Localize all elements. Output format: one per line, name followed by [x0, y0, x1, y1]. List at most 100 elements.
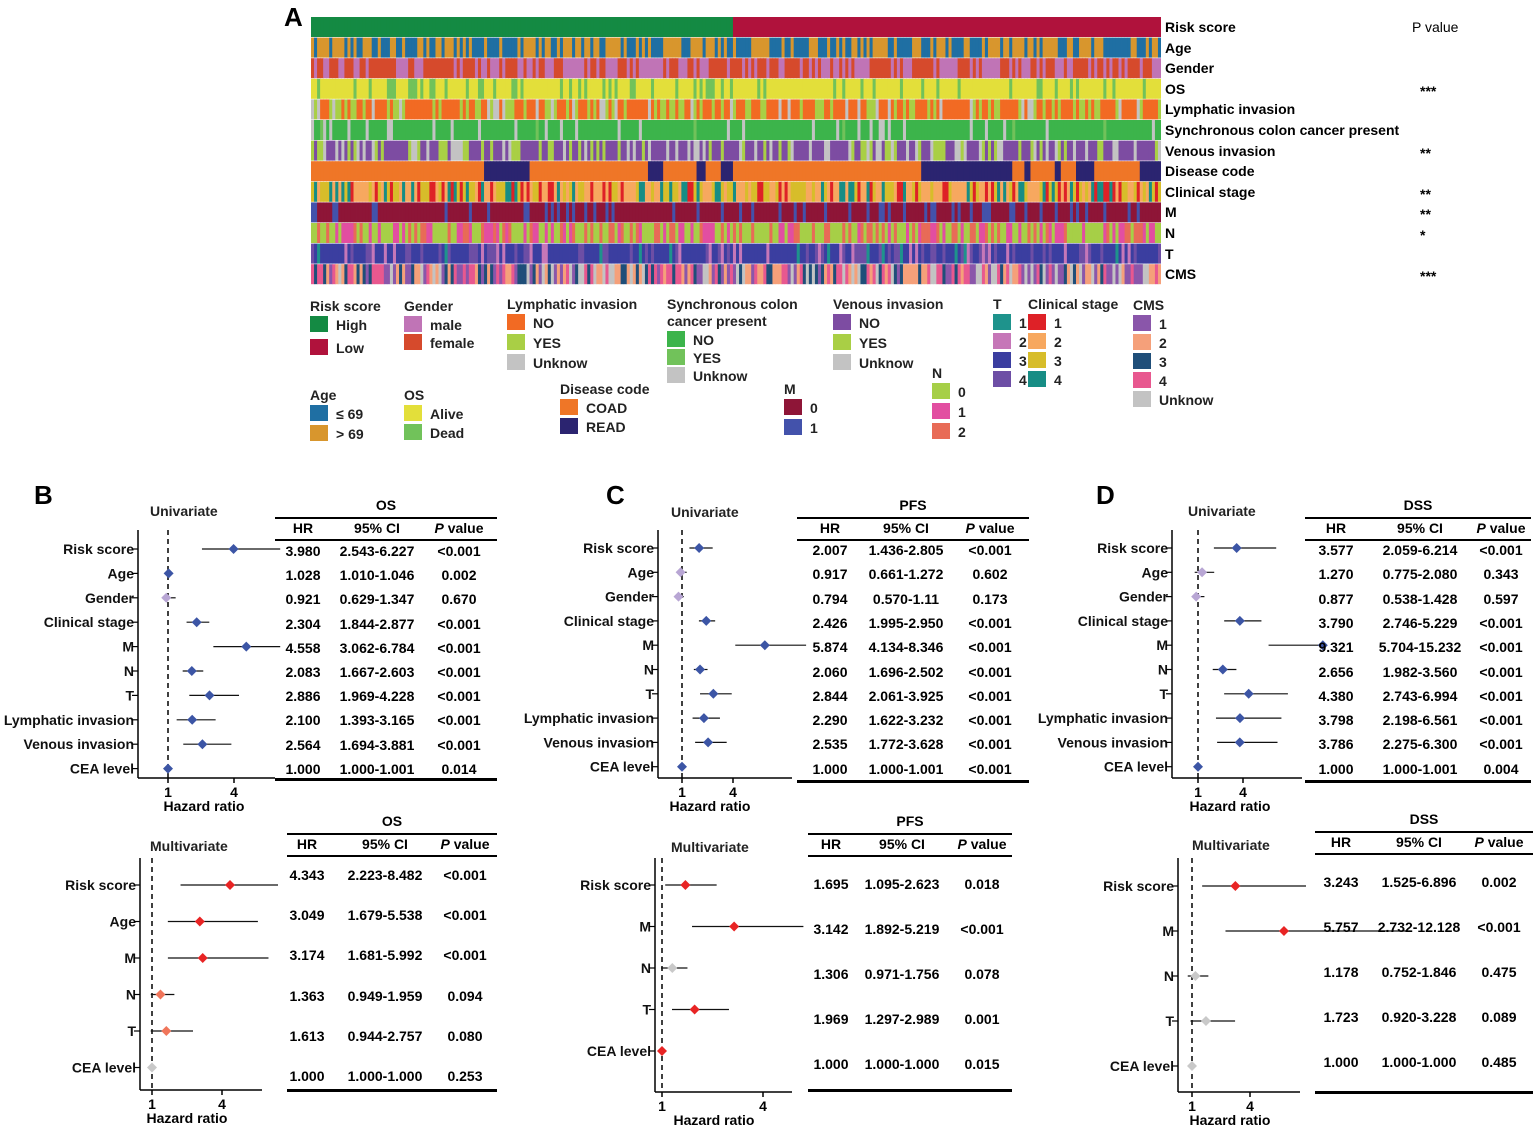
hr-point — [675, 567, 686, 578]
row-label: T — [127, 1023, 136, 1039]
row-label: M — [642, 637, 654, 653]
legend-swatch — [833, 354, 851, 370]
table-rule — [808, 855, 1012, 857]
legend-label: Unknow — [533, 355, 588, 371]
table-cell-ci: 1.393-3.165 — [339, 712, 415, 729]
table-cell-ci: 4.134-8.346 — [868, 639, 944, 656]
legend-swatch — [310, 425, 328, 441]
table-cell-hr: 2.100 — [285, 712, 321, 729]
row-label: N — [644, 662, 654, 678]
table-cell-ci: 1.000-1.000 — [1381, 1054, 1457, 1070]
legend-label: Unknow — [859, 355, 914, 371]
table-cell-p: <0.001 — [1479, 736, 1523, 753]
table-cell-ci: 0.971-1.756 — [864, 966, 940, 982]
column-header: 95% CI — [354, 520, 400, 536]
table-cell-ci: 1.000-1.000 — [347, 1068, 423, 1084]
legend-item-t: 4 — [993, 371, 1027, 389]
table-cell-ci: 1.525-6.896 — [1381, 874, 1457, 890]
legend-item-stage: 1 — [1028, 314, 1062, 332]
legend-item-lymph: Unknow — [507, 354, 587, 372]
table-cell-ci: 1.297-2.989 — [864, 1011, 940, 1027]
table-cell-hr: 3.577 — [1318, 542, 1354, 558]
table-cell-ci: 0.944-2.757 — [347, 1027, 423, 1044]
heatmap-row-10 — [311, 223, 1161, 243]
legend-label: > 69 — [336, 426, 364, 442]
table-rule — [1305, 539, 1531, 541]
legend-item-cms: 1 — [1133, 315, 1167, 333]
legend-item-disease: READ — [560, 418, 626, 436]
legend-title-n: N — [932, 365, 943, 381]
row-label: Age — [628, 564, 655, 580]
heatmap-row-label: T — [1165, 245, 1174, 262]
column-header: P value — [1449, 834, 1535, 850]
table-cell-p: <0.001 — [960, 921, 1004, 937]
legend-title-risk: Risk score — [310, 298, 381, 314]
clinical-heatmap — [311, 17, 1161, 285]
legend-swatch — [1133, 353, 1151, 369]
legend-swatch — [1028, 371, 1046, 387]
stats-table-C-uni: PFS HR 95% CI P value 2.007 1.436-2.805 <0.001… — [797, 497, 1029, 787]
legend-swatch — [1133, 391, 1151, 407]
table-cell-p: <0.001 — [437, 736, 481, 753]
table-cell-ci: 1.010-1.046 — [339, 567, 415, 584]
table-cell-p: 0.597 — [1483, 590, 1519, 607]
hr-point — [1200, 1016, 1211, 1026]
significance-stars: * — [1420, 227, 1426, 243]
hr-point — [667, 963, 678, 973]
table-cell-p: 0.173 — [972, 590, 1008, 607]
table-cell-hr: 1.000 — [285, 760, 321, 777]
table-cell-p: 0.670 — [441, 591, 477, 608]
table-cell-hr: 4.558 — [285, 639, 321, 656]
legend-label: 1 — [1054, 315, 1062, 331]
table-cell-hr: 3.798 — [1318, 712, 1354, 729]
table-rule-bottom — [1315, 1091, 1533, 1094]
p-rest: value — [974, 520, 1015, 536]
row-label: T — [645, 686, 654, 702]
legend-swatch — [667, 349, 685, 365]
legend-item-m: 1 — [784, 419, 818, 437]
legend-label: Low — [336, 340, 364, 356]
legend-title-venous: Venous invasion — [833, 296, 944, 312]
column-header: 95% CI — [1396, 834, 1442, 850]
table-cell-p: <0.001 — [437, 543, 481, 559]
table-cell-ci: 2.743-6.994 — [1382, 687, 1458, 704]
hr-point — [241, 641, 252, 652]
table-cell-hr: 5.757 — [1323, 919, 1359, 935]
table-cell-hr: 4.380 — [1318, 687, 1354, 704]
row-label: CEA level — [72, 1060, 136, 1076]
stats-table-B-multi: OS HR 95% CI P value 4.343 2.223-8.482 <0.001 3… — [287, 813, 497, 1103]
table-cell-hr: 1.306 — [813, 966, 849, 982]
table-cell-hr: 1.613 — [289, 1027, 325, 1044]
table-cell-p: 0.018 — [964, 876, 1000, 892]
row-label: Lymphatic invasion — [524, 710, 654, 726]
table-cell-ci: 0.661-1.272 — [868, 566, 944, 583]
legend-swatch — [404, 334, 422, 350]
legend-label: 3 — [1019, 353, 1027, 369]
panel-letter-a: A — [284, 2, 303, 32]
hr-point — [1197, 567, 1208, 578]
table-cell-p: <0.001 — [968, 614, 1012, 631]
legend-label: 2 — [1019, 334, 1027, 350]
table-cell-p: <0.001 — [443, 907, 487, 924]
table-cell-hr: 0.921 — [285, 591, 321, 608]
legend-item-os: Dead — [404, 424, 464, 442]
legend-label: READ — [586, 419, 626, 435]
table-cell-ci: 2.543-6.227 — [339, 543, 415, 559]
p-italic: P — [957, 836, 967, 852]
table-rule — [797, 539, 1029, 541]
hr-point — [680, 880, 691, 890]
x-axis-label: Hazard ratio — [670, 798, 751, 814]
table-cell-hr: 1.723 — [1323, 1009, 1359, 1025]
table-cell-hr: 2.007 — [812, 542, 848, 558]
legend-label: NO — [533, 315, 554, 331]
x-tick-label: 4 — [1246, 1098, 1254, 1114]
row-label: Venous invasion — [24, 736, 134, 752]
table-cell-hr: 2.290 — [812, 712, 848, 729]
forest-uni-label: Univariate — [1188, 503, 1256, 519]
table-cell-p: <0.001 — [968, 663, 1012, 680]
legend-swatch — [1133, 315, 1151, 331]
significance-stars: ** — [1420, 144, 1431, 161]
legend-label: 1 — [810, 420, 818, 436]
table-title: DSS — [1409, 811, 1439, 827]
